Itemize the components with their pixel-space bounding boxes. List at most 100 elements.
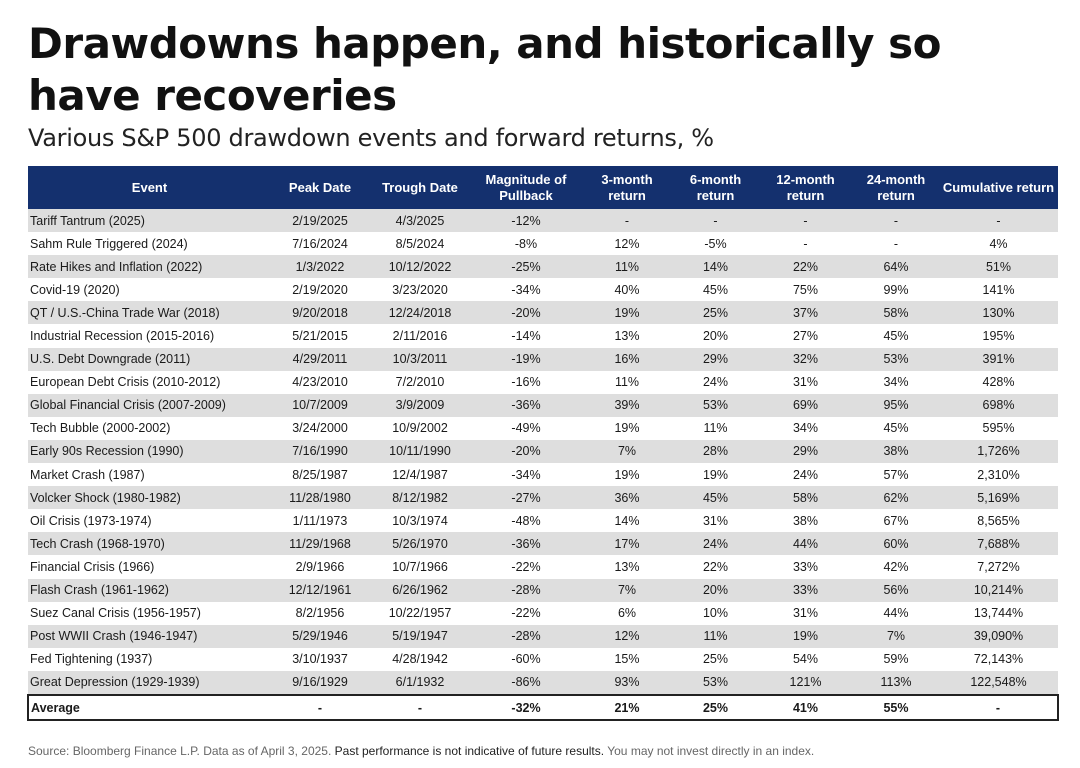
average-row: Average - - -32% 21% 25% 41% 55% -	[27, 693, 1059, 722]
event-name: Post WWII Crash (1946-1947)	[28, 624, 271, 648]
table-cell: -28%	[471, 578, 581, 602]
table-cell: 60%	[853, 532, 939, 556]
column-header: Cumulative return	[939, 166, 1058, 209]
table-cell: 22%	[702, 559, 729, 574]
table-cell: 72,143%	[973, 652, 1024, 667]
table-row: Financial Crisis (1966) 2/9/1966 10/7/1966…	[28, 555, 1058, 578]
table-cell: 53%	[673, 670, 758, 695]
table-cell: 13%	[614, 559, 640, 574]
table-cell: 13%	[614, 329, 640, 344]
table-header-row: Event Peak Date Trough Date Magnitude of Pu…	[28, 166, 1058, 209]
table-row: European Debt Crisis (2010-2012) 4/23/201…	[28, 371, 1058, 394]
table-cell: 2/19/2025	[271, 209, 369, 233]
table-cell: 5/29/1946	[271, 624, 369, 648]
table-row: Global Financial Crisis (2007-2009) 10/7/…	[28, 393, 1058, 417]
table-cell: 11/28/1980	[271, 486, 369, 510]
table-cell: 8,565%	[977, 513, 1020, 528]
table-row: Great Depression (1929-1939) 9/16/1929 6/1…	[28, 670, 1058, 695]
table-cell: 24%	[673, 532, 758, 556]
table-cell: 10/9/2002	[392, 421, 448, 436]
table-cell: 4/3/2025	[369, 209, 471, 233]
event-name: QT / U.S.-China Trade War (2018)	[28, 301, 271, 325]
table-cell: 130%	[939, 301, 1058, 325]
table-cell: 3/10/1937	[292, 652, 348, 667]
table-cell: 11%	[614, 375, 640, 390]
table-cell: 2/11/2016	[392, 329, 448, 344]
table-row: Fed Tightening (1937) 3/10/1937 4/28/1942 -…	[28, 648, 1058, 671]
event-name: Early 90s Recession (1990)	[28, 439, 271, 464]
table-cell: -12%	[471, 209, 581, 233]
table-cell: 7,688%	[939, 532, 1058, 556]
table-cell: 45%	[673, 486, 758, 510]
table-cell: 12%	[614, 236, 640, 251]
event-name: Sahm Rule Triggered (2024)	[30, 236, 188, 251]
table-cell: 8/2/1956	[295, 606, 345, 621]
table-row: Covid-19 (2020) 2/19/2020 3/23/2020 -34% 40%…	[28, 278, 1058, 301]
footer: Source: Bloomberg Finance L.P. Data as o…	[28, 744, 814, 758]
table-cell: 53%	[673, 393, 758, 417]
table-cell: 595%	[982, 421, 1015, 436]
table-cell: 122,548%	[939, 670, 1058, 695]
average-label: Average	[27, 693, 271, 722]
table-cell: 7/16/1990	[271, 439, 369, 464]
table-cell: -14%	[511, 329, 541, 344]
column-header: Magnitude of Pullback	[471, 166, 581, 209]
table-cell: -	[853, 209, 939, 233]
table-cell: 64%	[853, 255, 939, 279]
table-cell: 32%	[758, 347, 853, 371]
table-cell: 22%	[758, 255, 853, 279]
table-cell: 57%	[883, 467, 909, 482]
table-cell: 38%	[853, 439, 939, 464]
table-cell: 19%	[702, 467, 729, 482]
event-name: Financial Crisis (1966)	[30, 559, 155, 574]
table-cell: 33%	[792, 559, 819, 574]
table-cell: 17%	[581, 532, 673, 556]
table-cell: 3/9/2009	[369, 393, 471, 417]
table-cell: 1/3/2022	[271, 255, 369, 279]
event-name: Industrial Recession (2015-2016)	[30, 329, 215, 344]
table-cell: 6%	[617, 606, 637, 621]
table-row: Market Crash (1987) 8/25/1987 12/4/1987 -34…	[28, 463, 1058, 486]
table-cell: -34%	[511, 467, 541, 482]
average-cell: 55%	[853, 693, 939, 722]
table-row: U.S. Debt Downgrade (2011) 4/29/2011 10/3/…	[28, 347, 1058, 371]
table-cell: 20%	[673, 578, 758, 602]
table-row: Tariff Tantrum (2025) 2/19/2025 4/3/2025 -1…	[28, 209, 1058, 233]
event-name: U.S. Debt Downgrade (2011)	[28, 347, 271, 371]
table-row: Oil Crisis (1973-1974) 1/11/1973 10/3/1974…	[28, 509, 1058, 532]
table-cell: 7%	[581, 578, 673, 602]
table-cell: 1,726%	[939, 439, 1058, 464]
table-cell: -	[758, 209, 853, 233]
table-cell: 51%	[939, 255, 1058, 279]
table-cell: 12/12/1961	[271, 578, 369, 602]
table-cell: 428%	[982, 375, 1015, 390]
table-cell: 75%	[792, 282, 819, 297]
table-row: Suez Canal Crisis (1956-1957) 8/2/1956 10/…	[28, 602, 1058, 625]
table-cell: 45%	[702, 282, 729, 297]
table-cell: 10/11/1990	[369, 439, 471, 464]
table-cell: 24%	[702, 375, 729, 390]
table-cell: 391%	[939, 347, 1058, 371]
event-name: Suez Canal Crisis (1956-1957)	[30, 606, 201, 621]
table-row: QT / U.S.-China Trade War (2018) 9/20/201…	[28, 301, 1058, 325]
event-name: European Debt Crisis (2010-2012)	[30, 375, 221, 390]
table-cell: 195%	[982, 329, 1015, 344]
event-name: Volcker Shock (1980-1982)	[28, 486, 271, 510]
table-cell: 45%	[883, 421, 909, 436]
table-cell: 7/2/2010	[395, 375, 445, 390]
table-cell: -8%	[514, 236, 538, 251]
event-name: Flash Crash (1961-1962)	[28, 578, 271, 602]
table-cell: -20%	[471, 301, 581, 325]
table-cell: 45%	[883, 329, 909, 344]
table-cell: -19%	[471, 347, 581, 371]
table-cell: 58%	[758, 486, 853, 510]
column-header: Trough Date	[369, 166, 471, 209]
event-name: Rate Hikes and Inflation (2022)	[28, 255, 271, 279]
table-cell: 698%	[939, 393, 1058, 417]
table-cell: 10%	[702, 606, 729, 621]
table-cell: 4/23/2010	[292, 375, 348, 390]
table-cell: -48%	[511, 513, 541, 528]
table-row: Early 90s Recession (1990) 7/16/1990 10/11…	[28, 439, 1058, 464]
table-cell: 3/24/2000	[292, 421, 348, 436]
table-row: Flash Crash (1961-1962) 12/12/1961 6/26/19…	[28, 578, 1058, 602]
